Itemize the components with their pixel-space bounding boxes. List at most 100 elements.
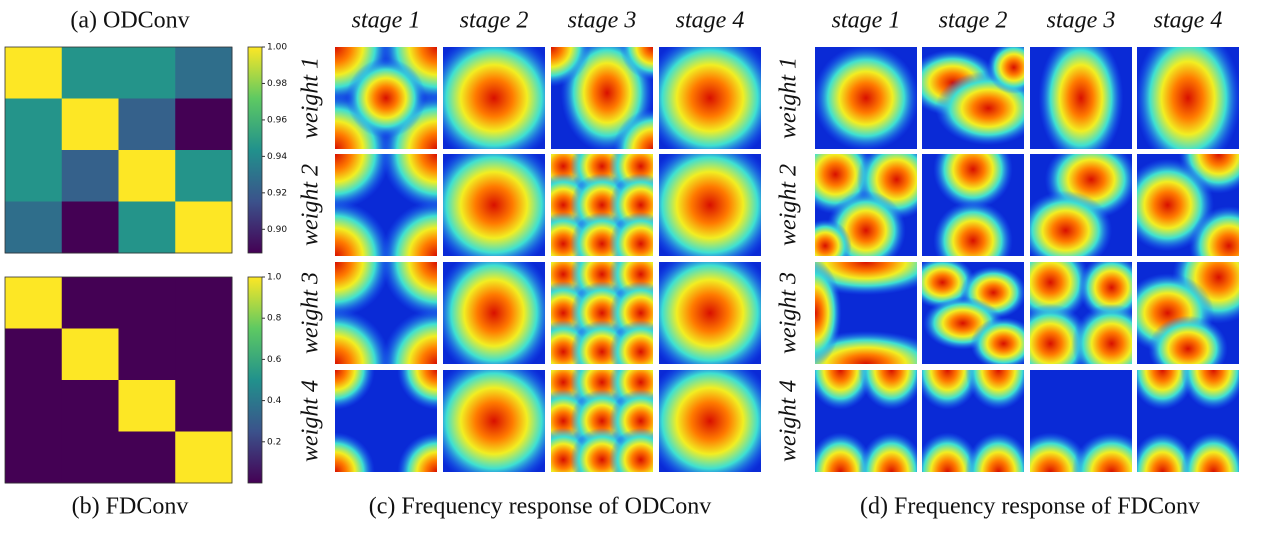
- frequency-tile: [1030, 154, 1132, 256]
- matrix-cell: [61, 380, 119, 432]
- colorbar-tick-label: 0.8: [267, 314, 282, 324]
- tile-blob: [335, 370, 375, 410]
- tile-blob: [608, 427, 653, 472]
- panel-title: (a) ODConv: [70, 8, 189, 34]
- frequency-tile: [1137, 47, 1239, 149]
- frequency-tile: [443, 47, 545, 149]
- weight-label: weight 4: [298, 380, 324, 462]
- stage-header: stage 1: [832, 8, 901, 34]
- frequency-tile: [551, 370, 653, 472]
- frequency-tile: [1030, 47, 1132, 149]
- panel-caption: (d) Frequency response of FDConv: [860, 494, 1200, 520]
- colorbar-tick-label: 0.2: [267, 437, 281, 447]
- tile-blob: [858, 432, 917, 472]
- tile-blob: [1030, 190, 1113, 256]
- frequency-tile: [922, 370, 1024, 472]
- panel-caption: (c) Frequency response of ODConv: [369, 494, 712, 520]
- tile-blob: [1180, 370, 1239, 410]
- tile-blob: [933, 154, 1013, 210]
- tile-blob: [965, 370, 1024, 410]
- matrix-cell: [61, 431, 119, 484]
- tile-blob: [815, 262, 917, 296]
- tile-blob: [443, 47, 545, 149]
- matrix-cell: [118, 201, 176, 254]
- tile-blob: [346, 58, 426, 138]
- frequency-tile: [815, 47, 917, 149]
- matrix-cell: [5, 431, 63, 484]
- matrix-cell: [61, 150, 119, 202]
- frequency-tile: [1137, 370, 1239, 472]
- tile-blob: [1137, 432, 1196, 472]
- tile-blob: [1071, 303, 1132, 364]
- frequency-tile: [659, 262, 761, 364]
- matrix-frame: [4, 46, 233, 254]
- matrix-cell: [118, 47, 176, 99]
- tile-blob: [1071, 432, 1132, 472]
- frequency-tile: [1137, 154, 1239, 256]
- matrix-cell: [118, 328, 176, 381]
- panel-title: (b) FDConv: [72, 494, 189, 520]
- tile-blob: [613, 109, 653, 149]
- frequency-tile: [551, 47, 653, 149]
- colorbar-tick-label: 1.0: [267, 273, 282, 283]
- colorbar: [247, 276, 263, 484]
- tile-blob: [815, 330, 917, 364]
- matrix-cell: [61, 98, 119, 151]
- tile-blob: [335, 154, 391, 210]
- frequency-tile: [443, 154, 545, 256]
- frequency-tile: [551, 154, 653, 256]
- tile-blob: [922, 370, 981, 410]
- frequency-tile: [335, 262, 437, 364]
- colorbar-tick-label: 1.00: [267, 43, 287, 53]
- frequency-tile: [922, 47, 1024, 149]
- tile-blob: [935, 71, 1024, 146]
- frequency-tile: [443, 262, 545, 364]
- tile-blob: [659, 154, 761, 256]
- matrix-cell: [175, 98, 233, 151]
- tile-blob: [551, 47, 591, 87]
- matrix-cell: [5, 201, 63, 254]
- tile-blob: [443, 370, 545, 472]
- colorbar-tick-label: 0.94: [267, 152, 287, 162]
- stage-header: stage 1: [352, 8, 421, 34]
- matrix-cell: [5, 277, 63, 329]
- tile-blob: [381, 200, 437, 256]
- frequency-tile: [1030, 370, 1132, 472]
- frequency-tile: [659, 47, 761, 149]
- tile-blob: [335, 432, 375, 472]
- tile-blob: [659, 370, 761, 472]
- tile-blob: [335, 262, 391, 318]
- tile-blob: [659, 47, 761, 149]
- tile-blob: [922, 432, 981, 472]
- matrix-cell: [5, 47, 63, 99]
- matrix-cell: [5, 380, 63, 432]
- matrix-cell: [118, 150, 176, 202]
- tile-blob: [397, 432, 437, 472]
- weight-label: weight 3: [776, 272, 802, 354]
- matrix-cell: [118, 431, 176, 484]
- colorbar-tick-label: 0.96: [267, 115, 287, 125]
- stage-header: stage 3: [1047, 8, 1116, 34]
- tile-blob: [381, 262, 437, 318]
- colorbar: [247, 46, 263, 254]
- weight-label: weight 1: [776, 57, 802, 139]
- stage-header: stage 2: [939, 8, 1008, 34]
- matrix-cell: [175, 431, 233, 484]
- frequency-tile: [659, 154, 761, 256]
- matrix-cell: [61, 201, 119, 254]
- frequency-tile: [815, 262, 917, 364]
- frequency-tile: [922, 154, 1024, 256]
- tile-blob: [397, 370, 437, 410]
- tile-blob: [1038, 47, 1124, 149]
- tile-blob: [443, 154, 545, 256]
- frequency-tile: [335, 154, 437, 256]
- matrix-cell: [61, 47, 119, 99]
- frequency-tile: [815, 370, 917, 472]
- matrix-cell: [61, 328, 119, 381]
- matrix-cell: [175, 201, 233, 254]
- stage-header: stage 3: [568, 8, 637, 34]
- tile-blob: [970, 317, 1024, 364]
- tile-blob: [335, 308, 391, 364]
